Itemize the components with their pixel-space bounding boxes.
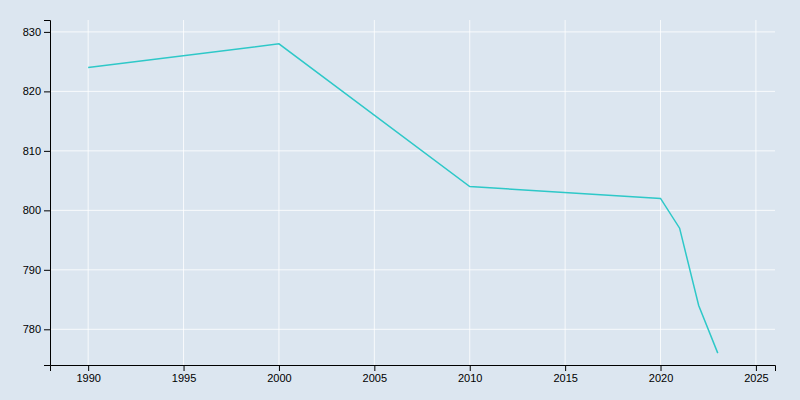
line: [88, 44, 718, 353]
tick-label: 2020: [649, 372, 673, 384]
grid-line: [183, 20, 184, 365]
tick-mark: [279, 365, 280, 371]
tick-label: 810: [23, 145, 41, 157]
plot: 1990 1995 2000 2005 2010 2015 2020 2025 780 790 80…: [23, 20, 776, 384]
tick-mark: [470, 365, 471, 371]
tick-label: 1990: [76, 372, 100, 384]
chart: 1990 1995 2000 2005 2010 2015 2020 2025 780 790 80…: [0, 0, 800, 400]
grid-line: [50, 91, 775, 92]
grid-line: [88, 20, 89, 365]
tick: 2015: [553, 365, 577, 384]
tick: 810: [23, 145, 50, 157]
tick-label: 2005: [363, 372, 387, 384]
tick-mark: [374, 365, 375, 371]
tick-label: 2025: [744, 372, 768, 384]
grid-line: [469, 20, 470, 365]
tick-label: 2010: [458, 372, 482, 384]
tick: 1990: [76, 365, 100, 384]
tick-label: 1995: [172, 372, 196, 384]
tick: 780: [23, 323, 50, 335]
tick-label: 780: [23, 323, 41, 335]
tick: 1995: [172, 365, 196, 384]
tick: 2000: [267, 365, 291, 384]
grid-line: [374, 20, 375, 365]
tick: 800: [23, 204, 50, 216]
axis-line: [51, 366, 776, 372]
tick-label: 2015: [553, 372, 577, 384]
grid-line: [50, 31, 775, 32]
tick-label: 2000: [267, 372, 291, 384]
grid-line: [660, 20, 661, 365]
tick-mark: [756, 365, 757, 371]
tick-mark: [44, 270, 50, 271]
tick: 2005: [363, 365, 387, 384]
tick-label: 800: [23, 204, 41, 216]
tick-mark: [184, 365, 185, 371]
x-axis: 1990 1995 2000 2005 2010 2015 2020 2025: [51, 365, 776, 384]
tick-mark: [44, 151, 50, 152]
grid-line: [755, 20, 756, 365]
tick-mark: [565, 365, 566, 371]
grid-line: [50, 329, 775, 330]
grid-line: [50, 150, 775, 151]
tick: 2020: [649, 365, 673, 384]
tick: 790: [23, 264, 50, 276]
grid-line: [50, 210, 775, 211]
grid: [50, 20, 775, 365]
grid-line: [278, 20, 279, 365]
tick-mark: [44, 210, 50, 211]
tick-mark: [44, 91, 50, 92]
tick-mark: [44, 329, 50, 330]
tick-label: 820: [23, 85, 41, 97]
tick-mark: [44, 32, 50, 33]
y-axis: 780 790 800 810 820 830: [23, 21, 51, 366]
background: [0, 0, 800, 400]
grid-line: [50, 269, 775, 270]
tick: 830: [23, 26, 50, 38]
tick: 2025: [744, 365, 768, 384]
tick-label: 830: [23, 26, 41, 38]
tick-label: 790: [23, 264, 41, 276]
tick-mark: [88, 365, 89, 371]
marks: [88, 44, 718, 353]
axis-line: [44, 21, 51, 366]
tick: 820: [23, 85, 50, 97]
tick-mark: [661, 365, 662, 371]
tick: 2010: [458, 365, 482, 384]
